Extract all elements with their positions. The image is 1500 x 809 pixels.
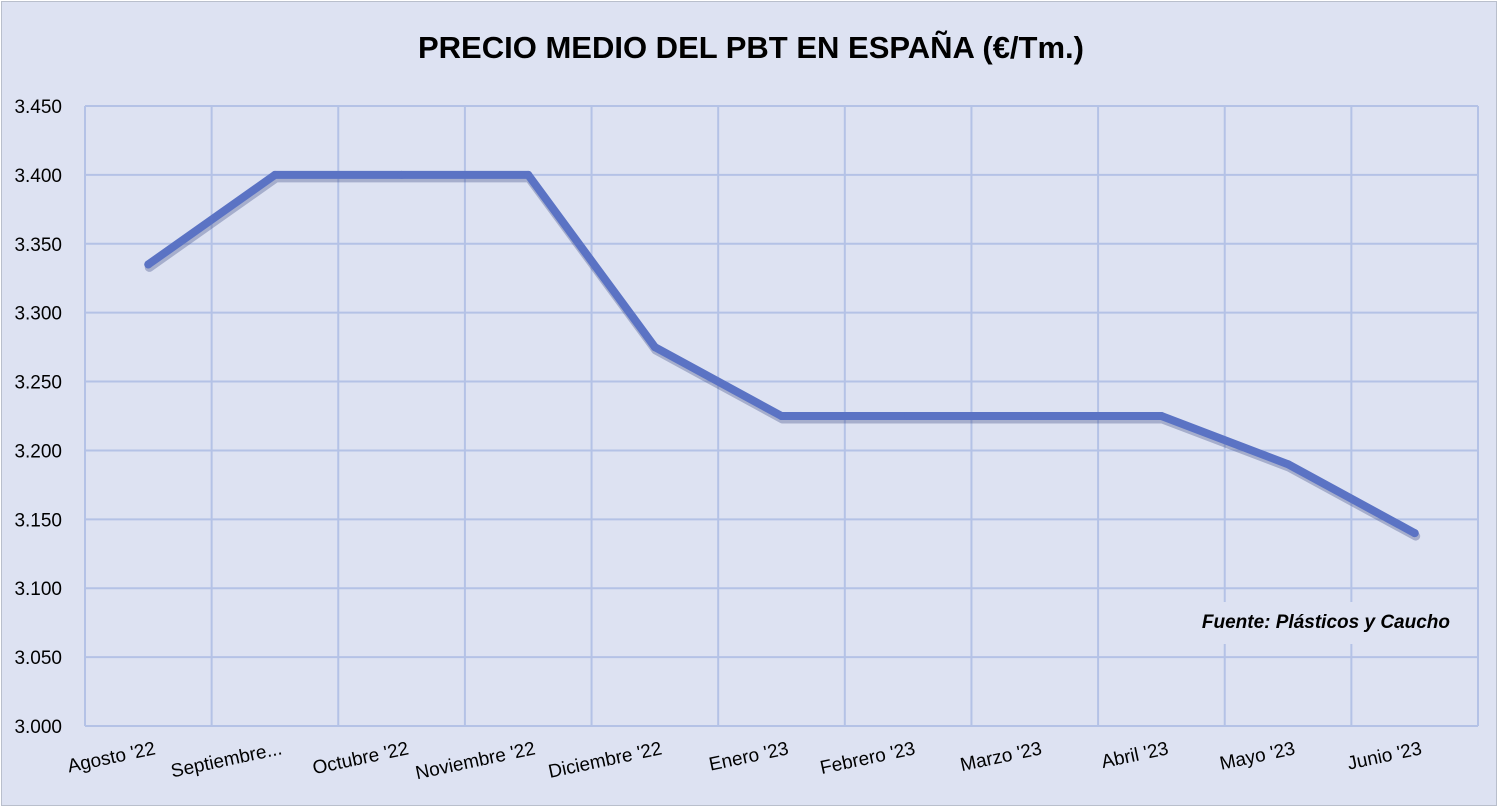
y-axis-ticks: 3.000 3.050 3.100 3.150 3.200 3.250 3.300 3.350…: [14, 97, 62, 738]
chart-title: PRECIO MEDIO DEL PBT EN ESPAÑA (€/Tm.): [418, 30, 1084, 65]
series-point: [1284, 460, 1293, 469]
y-tick-label: 3.250: [14, 373, 62, 394]
x-tick-label: Junio '23: [1346, 738, 1424, 774]
x-tick-label: Septiembre...: [169, 738, 284, 782]
series-layer: [144, 170, 1421, 541]
series-point: [1157, 412, 1166, 420]
series-point: [1410, 529, 1419, 538]
series-point: [777, 412, 786, 420]
x-axis-ticks: Agosto '22 Septiembre... Octubre '22 Noviem…: [66, 738, 1424, 784]
x-tick-label: Noviembre '22: [414, 738, 538, 784]
x-tick-label: Agosto '22: [66, 738, 158, 777]
x-tick-label: Marzo '23: [958, 738, 1043, 776]
y-tick-label: 3.400: [14, 166, 62, 187]
x-tick-label: Febrero '23: [818, 738, 917, 779]
x-tick-label: Mayo '23: [1218, 738, 1297, 774]
series-point: [397, 170, 406, 179]
y-tick-label: 3.350: [14, 235, 62, 256]
series-point: [904, 412, 913, 420]
y-tick-label: 3.150: [14, 510, 62, 531]
x-tick-label: Octubre '22: [311, 738, 411, 779]
y-tick-label: 3.450: [14, 97, 62, 118]
y-tick-label: 3.100: [14, 579, 62, 600]
series-point: [144, 260, 153, 269]
source-annotation: Fuente: Plásticos y Caucho: [1202, 612, 1450, 633]
y-tick-label: 3.300: [14, 304, 62, 325]
series-point: [270, 170, 279, 179]
source-annotation-background: [1188, 602, 1458, 644]
x-tick-label: Enero '23: [707, 738, 790, 775]
y-tick-label: 3.200: [14, 441, 62, 462]
y-tick-label: 3.000: [14, 717, 62, 738]
x-tick-label: Diciembre '22: [546, 738, 663, 783]
series-point: [650, 343, 659, 352]
x-tick-label: Abril '23: [1100, 738, 1171, 773]
series-point: [524, 170, 533, 179]
y-tick-label: 3.050: [14, 648, 62, 669]
series-point: [1030, 412, 1039, 420]
